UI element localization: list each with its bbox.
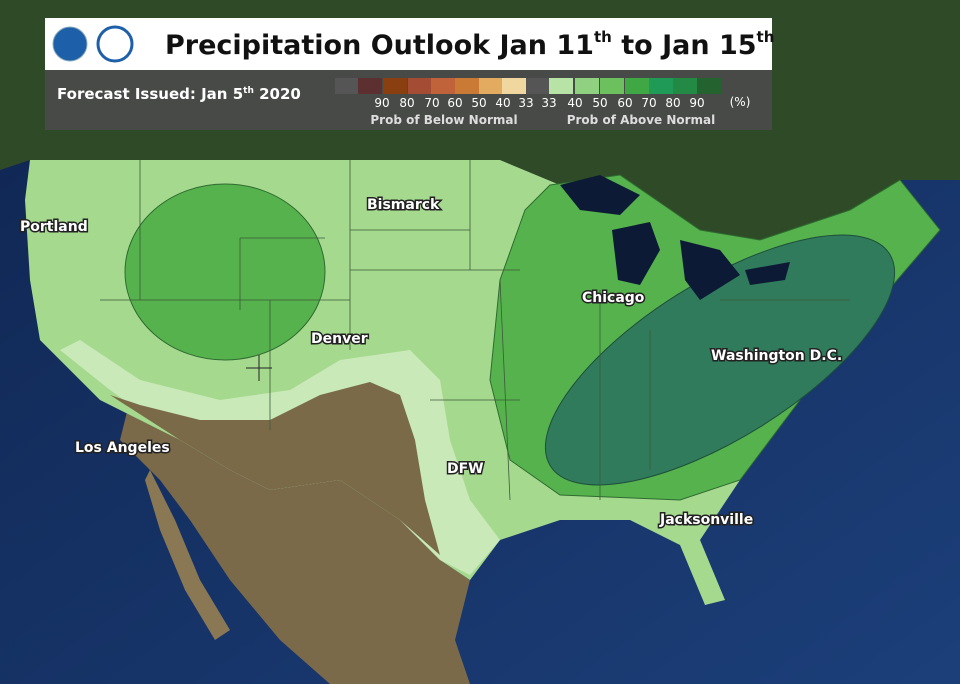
legend-value: 33	[541, 96, 556, 110]
legend-value: 80	[665, 96, 680, 110]
legend-value: 40	[495, 96, 510, 110]
legend-swatch	[383, 78, 407, 94]
issued-sup: th	[243, 86, 254, 96]
legend-value: 70	[424, 96, 439, 110]
baja	[145, 470, 230, 640]
title-sup: th	[757, 28, 775, 46]
legend-swatch	[575, 78, 599, 94]
legend-value: 40	[567, 96, 582, 110]
noaa-logo	[52, 26, 88, 62]
legend-swatch	[649, 78, 673, 94]
legend-value: 50	[592, 96, 607, 110]
legend-swatch	[479, 78, 503, 94]
city-label: Bismarck	[367, 197, 440, 213]
legend-value: 90	[374, 96, 389, 110]
legend-swatch	[358, 78, 382, 94]
title-bar	[45, 18, 772, 70]
legend-value: 60	[617, 96, 632, 110]
legend-swatch	[455, 78, 479, 94]
city-label: Los Angeles	[75, 440, 170, 456]
title-text: Precipitation Outlook Jan 11	[165, 30, 594, 61]
city-label: Denver	[311, 331, 368, 347]
city-label: Portland	[20, 219, 88, 235]
issued: Forecast Issued: Jan 5th 2020	[57, 85, 301, 103]
legend-value: 50	[471, 96, 486, 110]
title: Precipitation Outlook Jan 11th to Jan 15…	[165, 28, 774, 61]
issued-text: 2020	[254, 85, 301, 103]
city-label: DFW	[447, 461, 484, 477]
southwest-normal	[110, 382, 440, 555]
great-lakes	[560, 175, 790, 300]
legend-swatch	[335, 78, 359, 94]
legend-swatch	[408, 78, 432, 94]
legend-swatch	[431, 78, 455, 94]
title-text: to Jan 15	[612, 30, 757, 61]
mexico	[120, 400, 470, 684]
legend-label: Prob of Above Normal	[567, 113, 716, 127]
legend-swatch	[625, 78, 649, 94]
legend-swatch	[502, 78, 526, 94]
legend-swatch	[549, 78, 573, 94]
legend-value: 80	[399, 96, 414, 110]
state-lines	[100, 160, 850, 501]
issued-text: Forecast Issued: Jan 5	[57, 85, 243, 103]
west-above-50	[124, 183, 326, 361]
legend-swatch	[673, 78, 697, 94]
city-label: Washington D.C.	[711, 348, 842, 364]
legend-swatch	[526, 78, 549, 94]
legend-label: Prob of Below Normal	[370, 113, 517, 127]
legend-swatch	[600, 78, 624, 94]
legend-value: 33	[518, 96, 533, 110]
title-sup: th	[594, 28, 612, 46]
nws-logo	[96, 25, 134, 63]
city-label: Chicago	[582, 290, 645, 306]
east-above-60	[544, 234, 896, 486]
legend-value: 90	[689, 96, 704, 110]
legend-unit: (%)	[730, 95, 751, 109]
legend-value: 60	[447, 96, 462, 110]
city-label: Jacksonville	[659, 512, 753, 528]
legend-swatch	[697, 78, 721, 94]
legend-value: 70	[641, 96, 656, 110]
